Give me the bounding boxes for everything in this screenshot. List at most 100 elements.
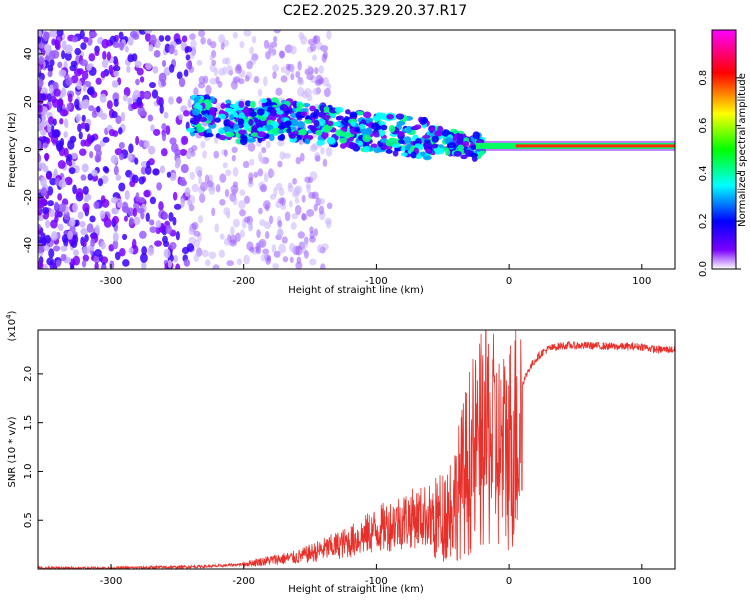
noise-speckle (197, 215, 204, 224)
ridge-blob (479, 149, 485, 155)
noise-speckle (138, 176, 145, 185)
noise-speckle (86, 133, 92, 144)
noise-speckle (180, 198, 185, 208)
noise-speckle (262, 248, 270, 255)
noise-speckle (253, 171, 259, 178)
noise-speckle (64, 52, 72, 61)
noise-speckle (43, 31, 51, 39)
noise-speckle (214, 223, 219, 233)
noise-speckle (277, 139, 285, 147)
noise-speckle (135, 192, 140, 202)
noise-speckle (160, 148, 168, 157)
noise-speckle (259, 156, 267, 165)
noise-speckle (144, 32, 151, 42)
noise-speckle (45, 172, 51, 180)
noise-speckle (312, 87, 321, 96)
noise-speckle (288, 200, 293, 208)
snr-panel: -300 -200 -100 0 100 0.5 1.0 1.5 2.0 Height of s… (5, 310, 676, 595)
noise-speckle (169, 172, 177, 181)
ridge-blob (191, 117, 200, 126)
noise-speckle (80, 122, 87, 130)
noise-speckle (152, 65, 159, 74)
noise-speckle (91, 169, 98, 177)
noise-speckle (251, 35, 257, 44)
ridge-blob (319, 104, 325, 113)
noise-speckle (99, 210, 106, 220)
noise-speckle (119, 153, 124, 161)
noise-speckle (189, 171, 196, 181)
noise-speckle (260, 183, 268, 193)
noise-speckle (249, 158, 255, 166)
noise-speckle (180, 163, 189, 174)
ridge-blob (388, 124, 396, 133)
noise-speckle (86, 223, 94, 233)
noise-speckle (175, 157, 182, 167)
figure-title: C2E2.2025.329.20.37.R17 (283, 3, 467, 19)
noise-speckle (253, 76, 260, 84)
ridge-blob (420, 151, 426, 157)
ridge-blob (244, 100, 252, 107)
noise-speckle (306, 184, 311, 194)
noise-speckle (175, 96, 183, 104)
noise-speckle (163, 248, 171, 259)
noise-speckle (320, 263, 326, 269)
noise-speckle (38, 140, 42, 150)
noise-speckle (314, 67, 319, 75)
noise-speckle (58, 69, 67, 77)
ridge-blob (403, 136, 412, 144)
noise-speckle (258, 207, 263, 215)
noise-speckle (237, 78, 245, 85)
noise-speckle (159, 104, 164, 114)
noise-speckle (99, 93, 107, 104)
noise-speckle (63, 131, 68, 138)
noise-speckle (119, 248, 126, 257)
colorbar-tick-label: 0.4 (698, 165, 709, 181)
noise-speckle (75, 113, 81, 123)
noise-speckle (84, 234, 89, 243)
noise-speckle (135, 78, 140, 86)
noise-speckle (230, 226, 235, 236)
noise-speckle (301, 194, 306, 203)
noise-speckle (51, 129, 60, 138)
noise-speckle (78, 131, 83, 140)
noise-speckle (181, 35, 188, 43)
noise-speckle (53, 88, 61, 97)
noise-speckle (140, 110, 147, 117)
noise-speckle (112, 239, 119, 250)
noise-speckle (81, 163, 89, 173)
noise-speckle (63, 147, 69, 158)
noise-speckle (303, 250, 309, 259)
noise-speckle (266, 255, 272, 263)
noise-speckle (222, 66, 227, 76)
y-tick-label: 1.0 (23, 463, 34, 479)
ridge-blob (243, 107, 250, 114)
tone-core (515, 144, 675, 148)
noise-speckle (115, 174, 122, 181)
noise-speckle (158, 201, 164, 211)
noise-speckle (127, 152, 133, 162)
ridge-blob (400, 152, 408, 157)
noise-speckle (186, 243, 195, 252)
noise-speckle (209, 40, 217, 49)
noise-speckle (211, 207, 216, 217)
noise-speckle (89, 215, 96, 223)
noise-speckle (74, 47, 82, 56)
noise-speckle (151, 89, 159, 99)
noise-speckle (38, 30, 42, 38)
noise-speckle (82, 185, 89, 195)
noise-speckle (93, 255, 101, 264)
noise-speckle (132, 207, 138, 218)
noise-speckle (239, 229, 246, 238)
noise-speckle (204, 174, 210, 184)
ridge-blob (296, 121, 305, 129)
noise-speckle (57, 160, 66, 169)
noise-speckle (100, 264, 107, 269)
noise-speckle (101, 59, 109, 69)
y-tick-label: -20 (23, 189, 34, 205)
noise-speckle (289, 45, 297, 55)
noise-speckle (94, 224, 100, 235)
ridge-blob (470, 145, 477, 150)
noise-speckle (311, 143, 319, 150)
ridge-blob (364, 117, 374, 124)
noise-speckle (309, 226, 314, 234)
